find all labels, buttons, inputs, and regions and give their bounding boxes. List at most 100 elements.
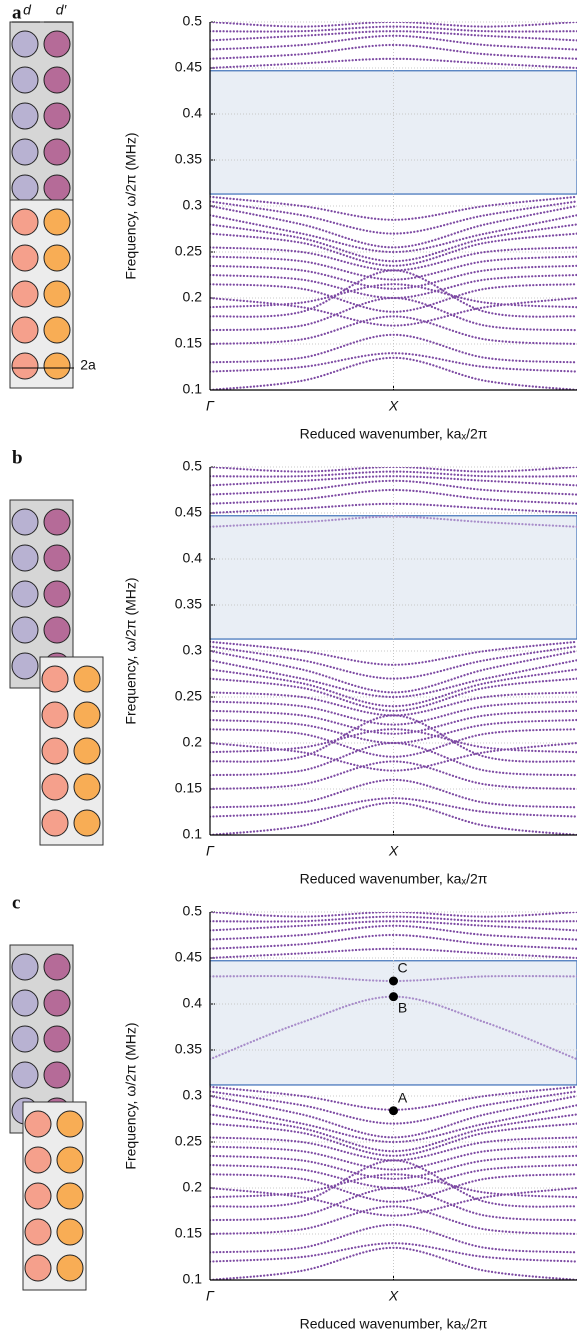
x-tick-label: Γ (206, 843, 215, 859)
band-line (210, 200, 577, 235)
rod (73, 701, 101, 729)
rod (11, 1061, 39, 1089)
band-line (210, 195, 577, 221)
rod (11, 316, 39, 344)
y-tick-label: 0.45 (175, 949, 202, 965)
mode-point (389, 992, 398, 1002)
rod (43, 138, 71, 166)
band-line (210, 668, 577, 708)
band-line (210, 933, 577, 950)
band-line (210, 801, 577, 835)
band-line (210, 1186, 577, 1217)
schematic-label: d′ (56, 2, 68, 18)
rod (41, 665, 69, 693)
band-line (210, 677, 577, 712)
band-line (210, 1163, 577, 1190)
rod (24, 1182, 52, 1210)
y-tick-label: 0.15 (175, 1225, 202, 1241)
y-tick-label: 0.1 (183, 1271, 203, 1287)
x-tick-label: X (388, 398, 399, 414)
y-tick-label: 0.45 (175, 59, 202, 75)
band-line (210, 232, 577, 267)
rod (41, 701, 69, 729)
rod (43, 352, 71, 380)
rod (43, 616, 71, 644)
rod (43, 30, 71, 58)
y-tick-label: 0.5 (183, 458, 203, 474)
y-tick-label: 0.4 (183, 550, 203, 566)
rod (11, 138, 39, 166)
mode-point (389, 976, 398, 986)
rod (11, 544, 39, 572)
band-line (210, 1154, 577, 1180)
band-line (210, 223, 577, 263)
y-tick-label: 0.5 (183, 903, 203, 919)
band-line (210, 728, 577, 758)
rod (56, 1254, 84, 1282)
y-tick-label: 0.3 (183, 197, 203, 213)
rod (43, 244, 71, 272)
y-tick-label: 0.45 (175, 504, 202, 520)
rod (41, 737, 69, 765)
band-line (210, 43, 577, 60)
panel-label: a (12, 2, 22, 23)
band-line (210, 1104, 577, 1144)
bands (210, 467, 577, 835)
rod (43, 580, 71, 608)
y-tick-label: 0.1 (183, 826, 203, 842)
band-line (210, 1090, 577, 1125)
band-line (210, 502, 577, 515)
y-tick-label: 0.2 (183, 1179, 203, 1195)
y-tick-label: 0.25 (175, 688, 202, 704)
band-line (210, 283, 577, 313)
band-line (210, 57, 577, 70)
y-tick-label: 0.1 (183, 381, 203, 397)
band-line (210, 34, 577, 51)
mode-label: A (398, 1089, 408, 1105)
band-line (210, 269, 577, 318)
y-tick-label: 0.3 (183, 642, 203, 658)
x-axis-label: Reduced wavenumber, kaₓ/2π (300, 1316, 488, 1332)
band-line (210, 296, 577, 332)
band-line (210, 214, 577, 254)
band-line (210, 645, 577, 680)
rod (43, 208, 71, 236)
band-line (210, 467, 577, 473)
band-line (210, 700, 577, 726)
y-tick-label: 0.25 (175, 1133, 202, 1149)
x-tick-label: Γ (206, 398, 215, 414)
band-line (210, 264, 577, 290)
band-line (210, 1145, 577, 1171)
y-axis-label: Frequency, ω/2π (MHz) (123, 577, 139, 724)
band-line (210, 640, 577, 666)
y-tick-label: 0.35 (175, 596, 202, 612)
band-line (210, 1223, 577, 1254)
rod (73, 773, 101, 801)
rod (11, 953, 39, 981)
x-axis-label: Reduced wavenumber, kaₓ/2π (300, 426, 488, 442)
band-line (210, 1173, 577, 1199)
rod (73, 809, 101, 837)
band-line (210, 488, 577, 505)
band-line (210, 915, 577, 923)
band-line (210, 470, 577, 478)
rod (11, 652, 39, 680)
x-tick-label: X (388, 1288, 399, 1304)
rod (11, 102, 39, 130)
rod (73, 737, 101, 765)
rod (43, 102, 71, 130)
band-line (210, 479, 577, 496)
y-axis-label: Frequency, ω/2π (MHz) (123, 1022, 139, 1169)
band-line (210, 797, 577, 818)
band-line (210, 283, 577, 309)
band-line (210, 912, 577, 918)
band-line (210, 246, 577, 272)
band-line (210, 255, 577, 281)
y-tick-label: 0.15 (175, 780, 202, 796)
y-tick-label: 0.3 (183, 1087, 203, 1103)
mode-label: C (397, 960, 407, 976)
rod (73, 665, 101, 693)
rod (11, 508, 39, 536)
rod (43, 280, 71, 308)
